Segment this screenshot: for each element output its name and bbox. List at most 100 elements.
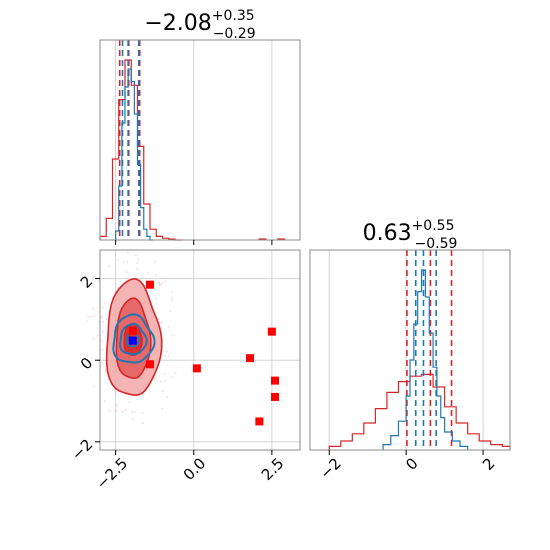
sample-dot [170,375,173,378]
sample-dot [161,390,164,392]
sample-dot [141,393,144,396]
p1-hist-series-0 [99,59,182,241]
sample-dot [101,306,104,309]
hist-panel-param-1: −2.08+0.35 −0.29 [99,8,301,245]
sample-dot [161,282,164,285]
sample-dot [116,258,119,261]
sample-dot [170,299,173,302]
sample-dot [131,410,133,413]
sample-dot [100,316,103,319]
sample-dot [154,377,157,379]
hist-panel-1-frame [99,39,301,241]
p3-x-tick-label-2: 2 [479,454,498,473]
sample-dot [166,350,169,353]
scatter-panel-frame [99,249,301,451]
sample-dot [88,360,91,362]
sample-dot [159,284,162,286]
sample-dot [171,291,174,293]
sample-dot [161,407,163,410]
sample-dot [116,404,118,407]
p3-hist-series-0 [328,373,511,450]
sample-dot [108,265,110,267]
red-marker-1 [128,326,137,335]
sample-dot [92,385,95,388]
p1-hist-series-1 [115,68,154,241]
sample-dot [90,357,93,360]
sample-dot [167,355,170,358]
sample-dot [154,260,156,263]
sample-dot [135,254,137,257]
sample-dot [167,326,170,328]
p2-x-tick-label-2: 2.5 [258,454,288,484]
hist-panel-param-2: 0.63+0.55 −0.59 −2 0 2 [309,218,511,483]
blue-contour-middle [119,323,148,356]
sample-dot [172,334,175,337]
sample-dot [104,301,107,304]
red-marker-4 [246,354,254,363]
sample-dot [103,400,106,402]
sample-dot [164,372,166,375]
sample-dot [105,369,107,372]
sample-dot [155,274,158,276]
scatter-panel-2d: −2.5 0.0 2.5 −2 0 2 [68,249,301,493]
sample-dot [164,355,167,357]
sample-dot [136,262,138,264]
sample-dot [86,320,88,323]
sample-dot [87,316,90,318]
sample-dot [171,297,174,300]
sample-dot [93,315,96,318]
sample-dot [126,261,129,263]
sample-dot [100,339,103,342]
hist-panel-2-title-sub: −0.59 [414,236,457,252]
sample-dot [141,412,144,414]
sample-dot [132,418,134,421]
sample-dot [87,363,89,366]
sample-dot [96,334,99,337]
sample-dot [102,349,104,351]
red-marker-8 [255,417,264,426]
sample-dot [136,268,139,271]
p2-y-tick-label-1: 0 [77,354,96,373]
sample-dot [102,331,104,333]
sample-dot [158,321,161,324]
sample-dot [174,372,177,374]
sample-dot [128,401,130,404]
p3-x-tick-label-1: 0 [402,454,421,473]
sample-dot [101,362,104,364]
sample-dot [134,411,136,414]
sample-dot [160,326,163,329]
red-marker-6 [271,376,279,385]
sample-dot [121,411,124,413]
blue-marker [128,336,137,345]
red-marker-0 [146,280,154,289]
red-marker-2 [146,360,154,369]
sample-dot [114,392,117,395]
blue-contour-outer [112,313,156,364]
hist-panel-1-title-sub: −0.29 [213,26,256,42]
sample-dot [164,280,166,283]
sample-dot [127,251,129,254]
p2-y-tick-label-2: 2 [77,272,96,291]
sample-dot [164,380,166,382]
sample-dot [166,396,169,398]
hist-panel-2-frame [309,249,511,451]
sample-dot [116,409,118,412]
sample-dot [147,272,149,274]
sample-dot [137,257,140,260]
sample-dot [157,318,160,320]
red-marker-5 [267,327,276,336]
sample-dot [160,321,163,324]
sample-dot [102,320,105,323]
sample-dot [105,318,107,321]
sample-dot [125,277,128,279]
sample-dot [92,308,94,310]
hist-panel-1-title: −2.08+0.35 −0.29 [144,8,255,42]
hist-panel-1-title-sup: +0.35 [212,8,255,24]
sample-dot [154,297,157,300]
red-marker-3 [192,364,201,373]
sample-dot [108,409,111,412]
p2-x-tick-label-1: 0.0 [180,454,210,484]
hist-panel-2-title: 0.63+0.55 −0.59 [363,218,458,252]
hist-panel-1-title-main: −2.08 [144,11,211,36]
